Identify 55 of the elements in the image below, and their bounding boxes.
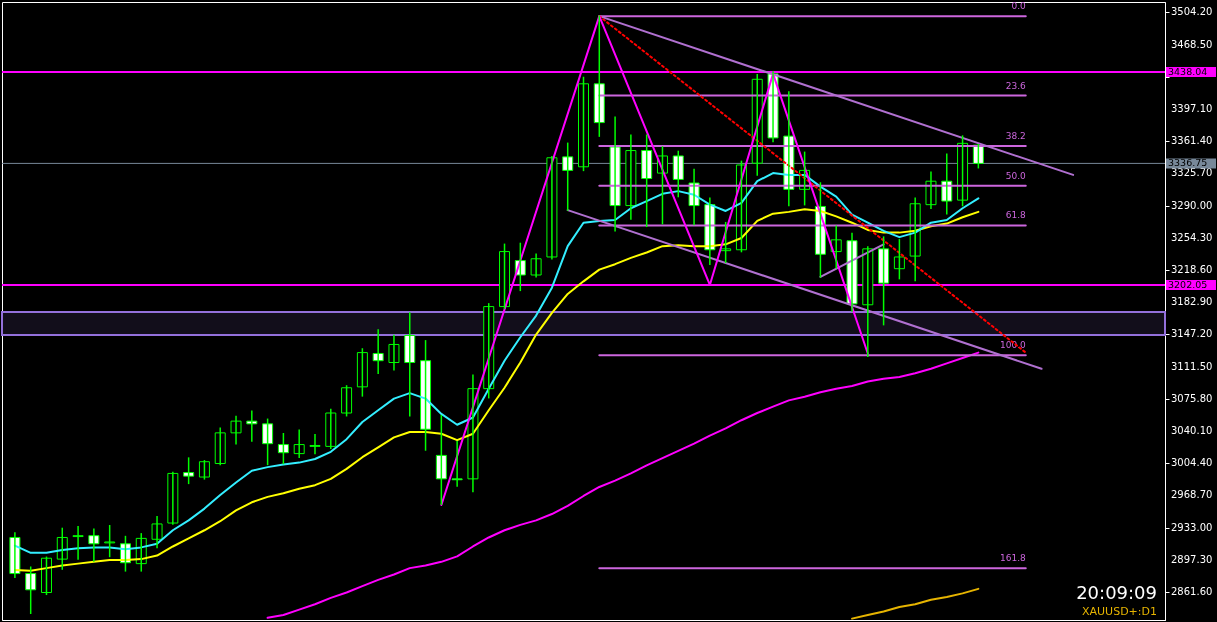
candlestick [435,414,447,505]
candlestick [104,525,116,558]
y-tick-label: 3504.20 [1171,6,1213,18]
annotation: XAUUSD+:D1 [1081,605,1157,618]
y-tick-label: 2933.00 [1171,521,1213,533]
candlestick [183,457,195,485]
y-tick-label: 3182.90 [1171,296,1213,308]
candlestick [451,441,463,487]
candlestick [198,460,210,480]
candlestick [262,418,274,466]
y-tick-label: 2897.30 [1171,553,1213,565]
y-tick-label: 3040.10 [1171,424,1213,436]
line-series [266,351,980,619]
y-tick-label: 3397.10 [1171,102,1213,114]
y-tick-label: 2861.60 [1171,585,1213,597]
candlestick [878,236,890,326]
candlestick [893,239,905,280]
y-tick-label: 3325.70 [1171,167,1213,179]
series-label: 161.8 [999,553,1027,564]
y-tick-label: 2968.70 [1171,489,1213,501]
series-label: 23.6 [1005,80,1027,91]
y-tick-label: 3075.80 [1171,392,1213,404]
ref-line-label: 3438.04 [1168,66,1208,78]
candlestick [151,515,163,549]
series-label: 38.2 [1005,131,1026,142]
candlestick [562,142,574,211]
candlestick [578,76,589,172]
y-tick-label: 3468.50 [1171,38,1213,50]
series-label: 61.8 [1005,210,1027,221]
y-tick-label: 3111.50 [1171,360,1213,372]
candlestick [388,334,400,371]
candlestick [88,528,100,562]
annotation: 20:09:09 [1076,582,1157,603]
line-series [851,587,980,620]
candlestick [356,348,368,397]
candlestick [641,134,653,228]
y-tick-label: 3361.40 [1171,135,1213,147]
series-label: 0.0 [1011,1,1027,12]
candlestick [530,253,542,278]
candlestick [309,433,321,455]
candlestick [25,566,37,614]
y-tick-label: 3218.60 [1171,263,1213,275]
series-label: 50.0 [1005,170,1027,181]
y-tick-label: 3147.20 [1171,328,1213,340]
candlestick [230,415,242,445]
y-tick-label: 3004.40 [1171,457,1213,469]
ref-line-label: 3202.05 [1168,278,1208,290]
candlestick [246,410,258,442]
y-tick-label: 3254.30 [1171,231,1213,243]
candlestick [277,433,289,465]
candlestick [672,150,684,198]
candlestick [341,385,353,417]
y-tick-label: 3290.00 [1171,199,1213,211]
ref-line-label: 3336.75 [1168,157,1208,169]
candlestick [72,525,84,560]
